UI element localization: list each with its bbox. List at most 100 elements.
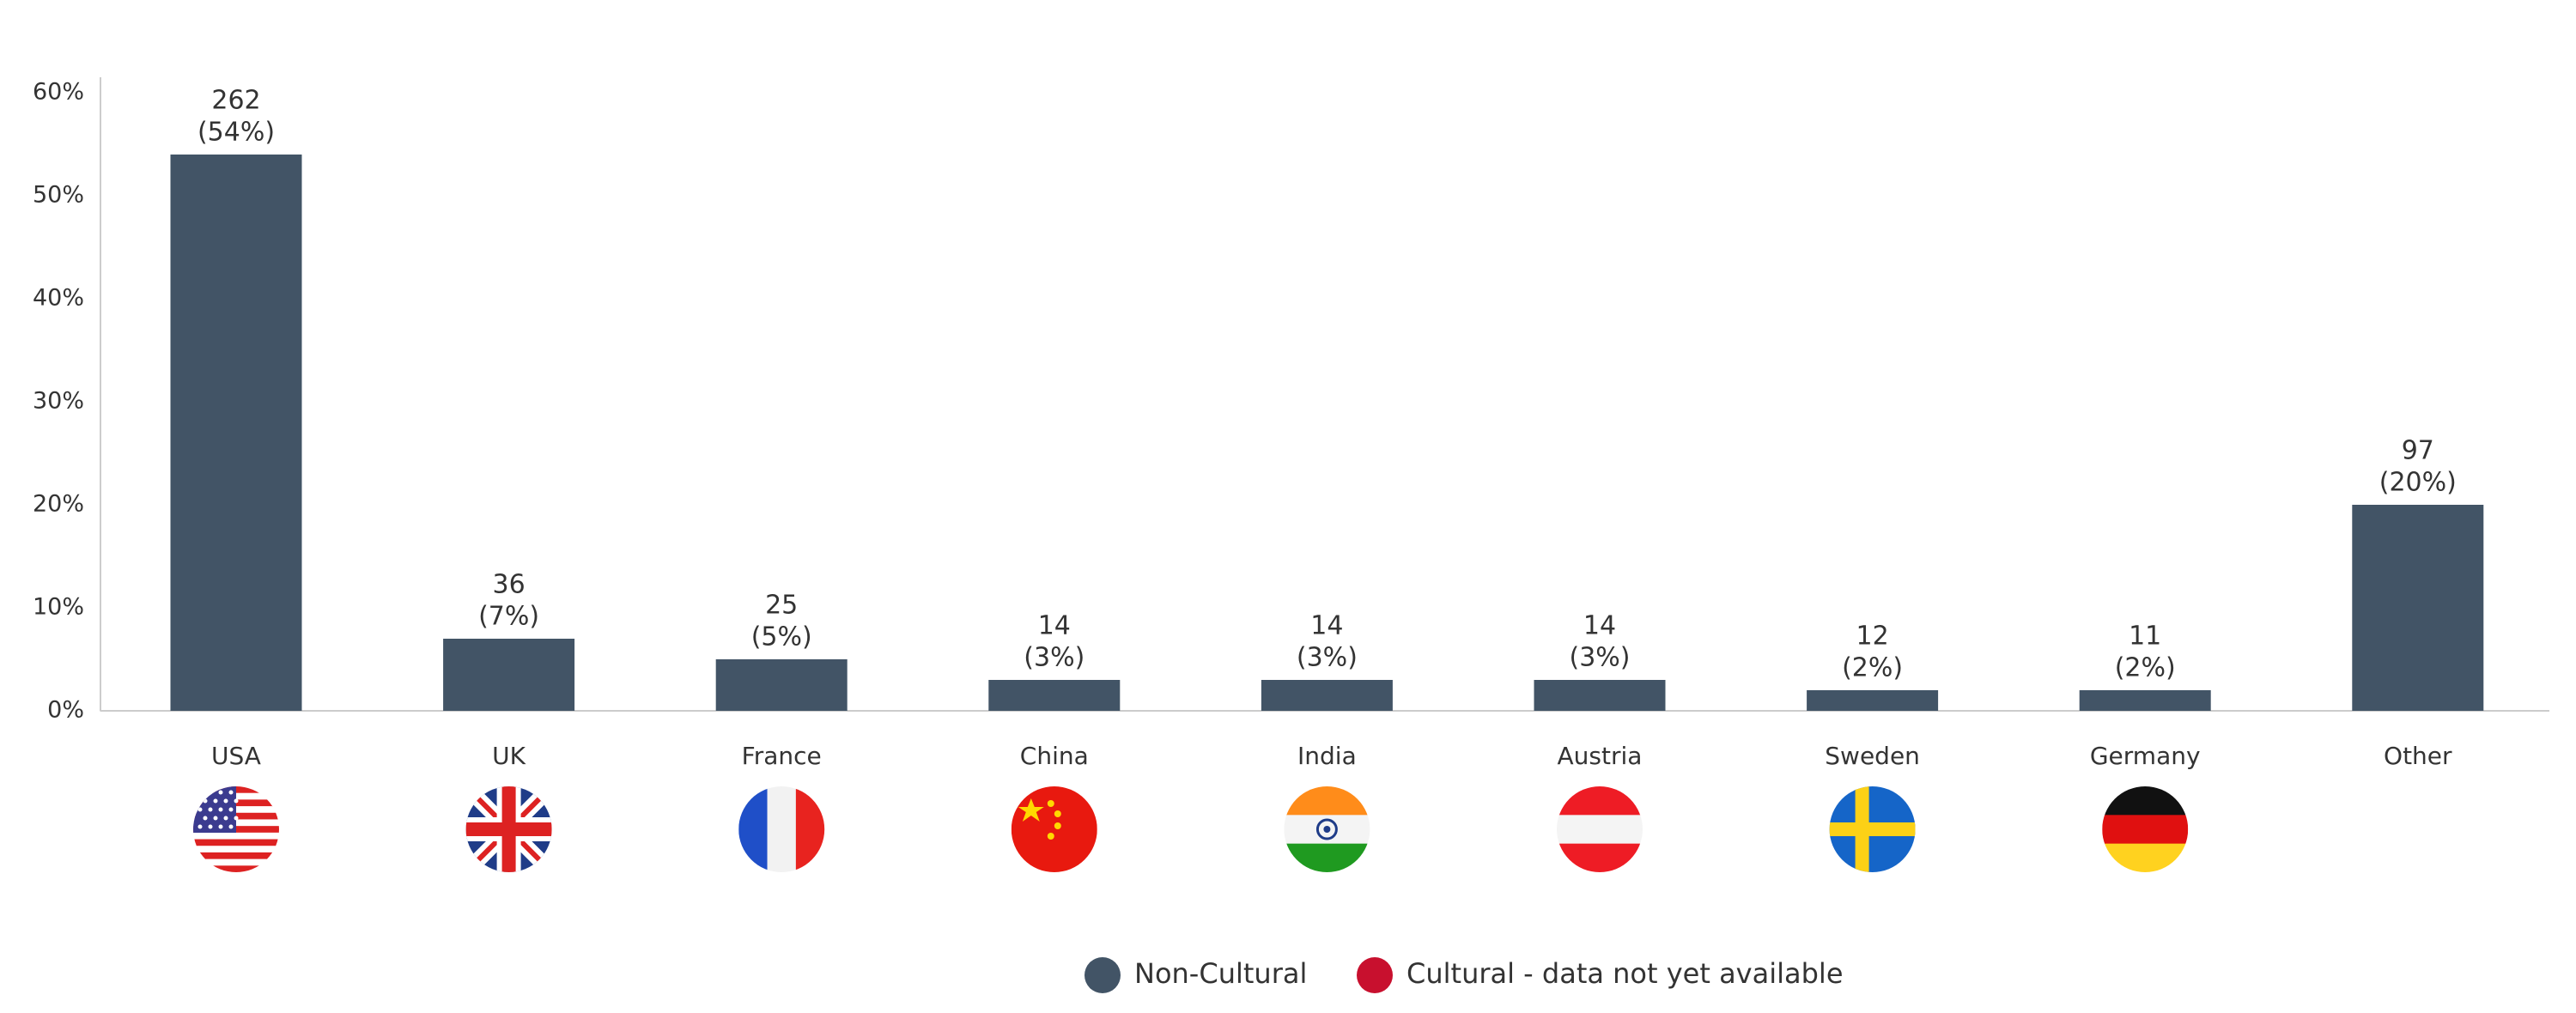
flag-part bbox=[1018, 798, 1044, 822]
flag bbox=[1011, 786, 1097, 872]
flag-part bbox=[193, 865, 279, 872]
flag-part bbox=[465, 822, 552, 836]
flag-part bbox=[1011, 786, 1097, 872]
x-tick-label: Germany bbox=[2090, 742, 2201, 770]
star bbox=[223, 798, 228, 804]
bar bbox=[170, 155, 302, 711]
star bbox=[197, 790, 203, 795]
star bbox=[203, 816, 208, 821]
star bbox=[218, 790, 223, 795]
x-tick-label: UK bbox=[492, 742, 526, 770]
flag-part bbox=[1284, 843, 1370, 872]
data-label: (2%) bbox=[2115, 653, 2176, 683]
y-tick-label: 10% bbox=[33, 594, 84, 621]
star bbox=[234, 816, 239, 821]
flag bbox=[465, 786, 552, 872]
y-tick-label: 20% bbox=[33, 491, 84, 518]
flag-part bbox=[193, 852, 279, 860]
legend-swatch bbox=[1084, 957, 1121, 993]
legend-label: Cultural - data not yet available bbox=[1406, 957, 1844, 990]
y-tick-label: 0% bbox=[47, 697, 84, 724]
flag bbox=[1829, 786, 1916, 872]
star bbox=[208, 790, 213, 795]
data-label-count: 14 bbox=[1038, 611, 1071, 641]
star bbox=[223, 816, 228, 821]
x-tick-label: Austria bbox=[1558, 742, 1643, 770]
flag-part bbox=[795, 786, 825, 872]
flag bbox=[193, 786, 279, 872]
data-label-count: 12 bbox=[1856, 622, 1889, 652]
bar bbox=[1534, 680, 1666, 711]
data-label-count: 11 bbox=[2129, 622, 2161, 652]
star bbox=[1047, 833, 1054, 840]
y-tick-label: 50% bbox=[33, 182, 84, 209]
bar bbox=[2079, 690, 2211, 711]
data-label-count: 97 bbox=[2402, 436, 2434, 466]
x-tick-label: France bbox=[742, 742, 822, 770]
x-tick-label: Other bbox=[2384, 742, 2452, 770]
data-label: (5%) bbox=[751, 622, 812, 652]
x-tick-label: Sweden bbox=[1825, 742, 1920, 770]
star bbox=[1047, 800, 1054, 807]
bar bbox=[715, 659, 848, 711]
star bbox=[234, 798, 239, 804]
legend-label: Non-Cultural bbox=[1134, 957, 1307, 990]
y-tick-label: 60% bbox=[33, 79, 84, 106]
flag-part bbox=[1284, 786, 1370, 816]
flag bbox=[2102, 786, 2189, 872]
legend-swatch bbox=[1357, 957, 1393, 993]
flag-part bbox=[767, 786, 797, 872]
star bbox=[197, 824, 203, 829]
flag-part bbox=[193, 839, 279, 846]
flag-part bbox=[193, 832, 279, 840]
data-label: (3%) bbox=[1569, 643, 1630, 673]
data-label: (2%) bbox=[1842, 653, 1903, 683]
star bbox=[197, 807, 203, 812]
flag-part bbox=[738, 786, 769, 872]
bar bbox=[443, 639, 575, 711]
star bbox=[1054, 810, 1061, 817]
data-label: (3%) bbox=[1024, 643, 1084, 673]
star bbox=[228, 807, 234, 812]
flag bbox=[1557, 786, 1643, 872]
star bbox=[213, 816, 218, 821]
flag-part bbox=[193, 846, 279, 853]
flag-part bbox=[1557, 786, 1643, 816]
bar bbox=[1807, 690, 1939, 711]
data-label-count: 14 bbox=[1583, 611, 1616, 641]
chakra bbox=[1315, 818, 1338, 840]
bar bbox=[2352, 505, 2484, 711]
data-label: (3%) bbox=[1297, 643, 1358, 673]
flag-part bbox=[1557, 815, 1643, 845]
star bbox=[228, 790, 234, 795]
star bbox=[1054, 822, 1061, 829]
flag-part bbox=[1829, 822, 1916, 836]
star bbox=[218, 824, 223, 829]
y-tick-label: 30% bbox=[33, 388, 84, 415]
y-tick-label: 40% bbox=[33, 285, 84, 312]
flag-part bbox=[193, 858, 279, 866]
data-label-count: 36 bbox=[493, 570, 526, 600]
star bbox=[208, 824, 213, 829]
star bbox=[228, 824, 234, 829]
x-tick-label: India bbox=[1297, 742, 1357, 770]
data-label: (54%) bbox=[197, 118, 275, 148]
chakra bbox=[1323, 826, 1331, 833]
bar bbox=[988, 680, 1121, 711]
bar bbox=[1261, 680, 1393, 711]
star bbox=[213, 798, 218, 804]
data-label-count: 25 bbox=[765, 591, 798, 621]
data-label: (7%) bbox=[478, 602, 539, 632]
x-tick-label: China bbox=[1020, 742, 1089, 770]
flag bbox=[1284, 786, 1370, 872]
data-label-count: 14 bbox=[1310, 611, 1343, 641]
data-label-count: 262 bbox=[211, 86, 260, 116]
flag-part bbox=[2102, 815, 2189, 845]
flag-part bbox=[1557, 843, 1643, 872]
flag bbox=[738, 786, 825, 872]
flag-part bbox=[2102, 786, 2189, 816]
star bbox=[218, 807, 223, 812]
star bbox=[203, 798, 208, 804]
x-tick-label: USA bbox=[211, 742, 261, 770]
